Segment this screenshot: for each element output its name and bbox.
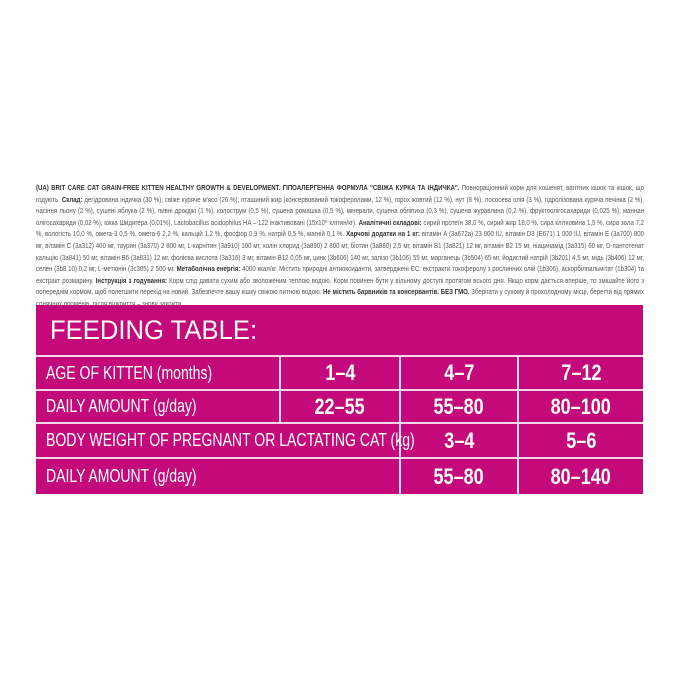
label-heading: Склад: <box>61 194 83 204</box>
cell-value: 7–12 <box>560 360 602 385</box>
row-label-body-weight: BODY WEIGHT OF PREGNANT OR LACTATING CAT… <box>46 430 415 450</box>
label-segment: сирий протеїн 38,0 %, сирий жир 18,0 %, … <box>36 217 645 239</box>
label-heading: Аналітичні складові: <box>358 217 422 227</box>
row-label-daily-amount-cat: DAILY AMOUNT (g/day) <box>46 466 197 486</box>
row-label-age-of-kitten: AGE OF KITTEN (months) <box>46 362 213 383</box>
label-heading: Інструкція з годування: <box>95 275 168 285</box>
cell-value: 22–55 <box>314 393 366 419</box>
divider <box>36 389 643 391</box>
label-segment: 4000 ккал/кг. Містить природні антиоксид… <box>36 264 645 285</box>
cell-value: 4–7 <box>443 360 475 385</box>
label-heading: Харчові додатки на 1 кг: <box>346 229 420 239</box>
divider <box>399 356 401 494</box>
cell-value: 3–4 <box>443 427 475 453</box>
label-heading: Не містить барвників та консервантів. БЕ… <box>323 287 470 297</box>
label-heading: (UA) BRIT CARE CAT GRAIN-FREE KITTEN HEA… <box>36 183 462 192</box>
row-label-daily-amount-kitten: DAILY AMOUNT (g/day) <box>46 396 197 416</box>
cell-value: 1–4 <box>324 360 356 385</box>
feeding-table-title: FEEDING TABLE: <box>50 315 258 345</box>
cell-value: 5–6 <box>565 427 597 453</box>
divider <box>36 422 643 424</box>
product-label-text: (UA) BRIT CARE CAT GRAIN-FREE KITTEN HEA… <box>36 182 644 310</box>
cell-value: 55–80 <box>433 463 485 489</box>
label-heading: Метаболічна енергія: <box>176 264 241 274</box>
label-segment: дегідрована індичка (30 %), свіже куряче… <box>36 194 644 227</box>
feeding-table: FEEDING TABLE: AGE OF KITTEN (months) 1–… <box>36 305 643 494</box>
divider <box>279 356 281 423</box>
label-segment: вітамін A (3a672a) 23 000 IU, вітамін D3… <box>36 229 644 274</box>
cell-value: 80–140 <box>550 463 612 489</box>
divider <box>36 355 643 357</box>
label-segment: Зберігати у сухому й прохолодному місці,… <box>36 287 644 308</box>
divider <box>36 457 643 459</box>
label-segment: Повнораціонний корм для кошенят, вагітни… <box>36 183 644 204</box>
cell-value: 55–80 <box>433 393 485 419</box>
cell-value: 80–100 <box>550 393 612 419</box>
label-segment: Корм слід давати сухим або зволоженим те… <box>36 275 644 297</box>
divider <box>517 356 519 494</box>
